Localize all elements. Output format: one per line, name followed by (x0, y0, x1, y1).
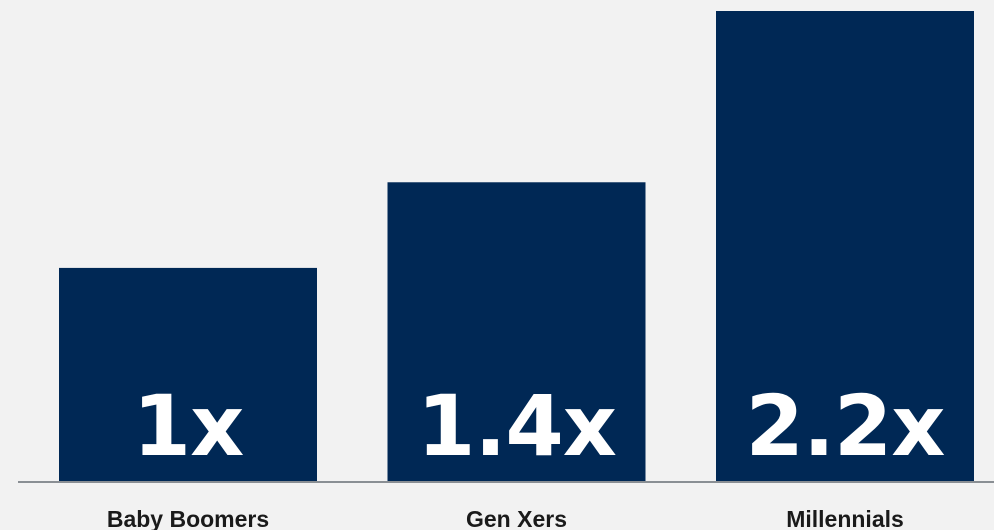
bar-gen-xers (387, 182, 646, 483)
category-label: Gen Xers (466, 506, 567, 530)
category-labels-group: Baby Boomers Gen Xers Millennials (107, 506, 904, 530)
category-label: Baby Boomers (107, 506, 269, 530)
bar-value-label: 1x (133, 377, 244, 475)
bar-millennials (716, 11, 974, 482)
bar-baby-boomers (59, 267, 317, 482)
bar-value-label: 2.2x (746, 377, 945, 475)
bars-group: 1x 1.4x 2.2x (59, 11, 974, 483)
bar-value-label: 1.4x (417, 377, 616, 475)
category-label: Millennials (786, 506, 904, 530)
